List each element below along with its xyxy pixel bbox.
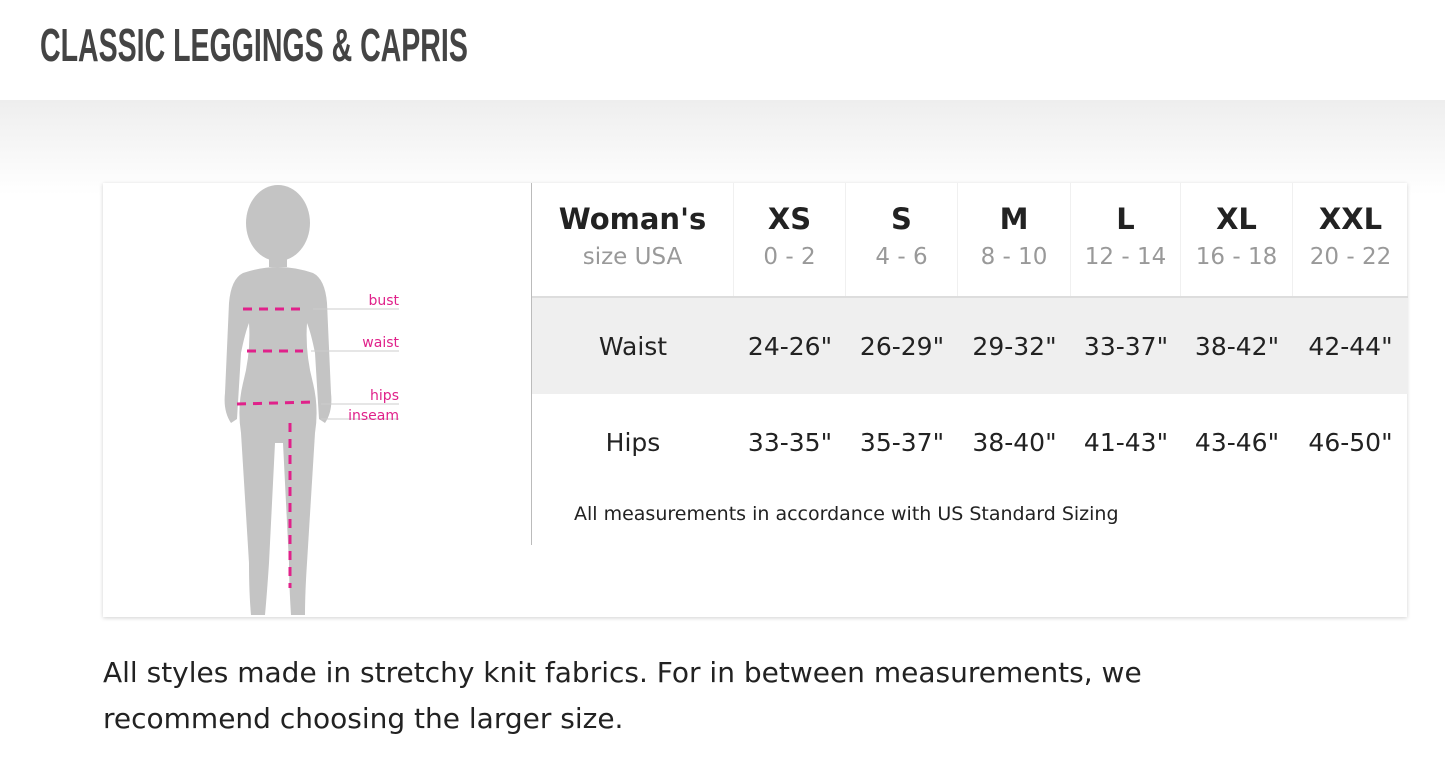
header-cell-xs: XS 0 - 2 [734,183,846,296]
cell: 33-35" [747,427,833,457]
header-sublabel: size USA [582,244,683,270]
size-range: 8 - 10 [980,244,1048,270]
cell: 38-40" [972,427,1057,457]
cell: 42-44" [1308,331,1393,361]
cell: 24-26" [747,331,833,361]
size-label: XL [1216,202,1257,236]
header-band [0,100,1445,195]
size-chart-card: bust waist hips inseam Woman's size USA … [103,183,1408,617]
size-label: XXL [1318,202,1383,236]
size-label: M [999,202,1029,236]
cell: 46-50" [1308,427,1393,457]
cell: 41-43" [1083,427,1169,457]
cell: 35-37" [859,427,945,457]
size-label: XS [767,202,812,236]
header-cell-s: S 4 - 6 [846,183,958,296]
header-cell-xxl: XXL 20 - 22 [1293,183,1408,296]
header-cell-xl: XL 16 - 18 [1181,183,1293,296]
fit-advice-paragraph: All styles made in stretchy knit fabrics… [103,656,1142,735]
body-measurement-figure: bust waist hips inseam [203,183,503,617]
inseam-label: inseam [348,408,399,424]
bust-label: bust [368,293,399,309]
size-range: 4 - 6 [875,244,928,270]
cell: 38-42" [1194,331,1280,361]
size-label: S [891,202,912,236]
table-row-waist: Waist 24-26" 26-29" 29-32" 33-37" 38-42"… [532,298,1408,394]
silhouette-icon: bust waist hips inseam [224,185,400,615]
row-label: Hips [605,427,661,457]
size-range: 20 - 22 [1309,244,1392,270]
waist-label: waist [362,335,399,351]
row-label: Waist [598,331,668,361]
measurement-note: All measurements in accordance with US S… [574,503,1119,525]
header-cell-m: M 8 - 10 [958,183,1071,296]
page-title: CLASSIC LEGGINGS & CAPRIS [40,19,468,71]
size-label: L [1116,202,1135,236]
table-row-hips: Hips 33-35" 35-37" 38-40" 41-43" 43-46" … [532,394,1408,490]
header-cell-woman: Woman's size USA [532,183,734,296]
cell: 43-46" [1194,427,1280,457]
hips-label: hips [370,388,399,404]
cell: 33-37" [1083,331,1169,361]
header-label: Woman's [558,202,707,236]
cell: 26-29" [859,331,945,361]
size-range: 12 - 14 [1084,244,1167,270]
size-range: 0 - 2 [763,244,816,270]
size-range: 16 - 18 [1195,244,1278,270]
header-cell-l: L 12 - 14 [1071,183,1181,296]
cell: 29-32" [972,331,1057,361]
